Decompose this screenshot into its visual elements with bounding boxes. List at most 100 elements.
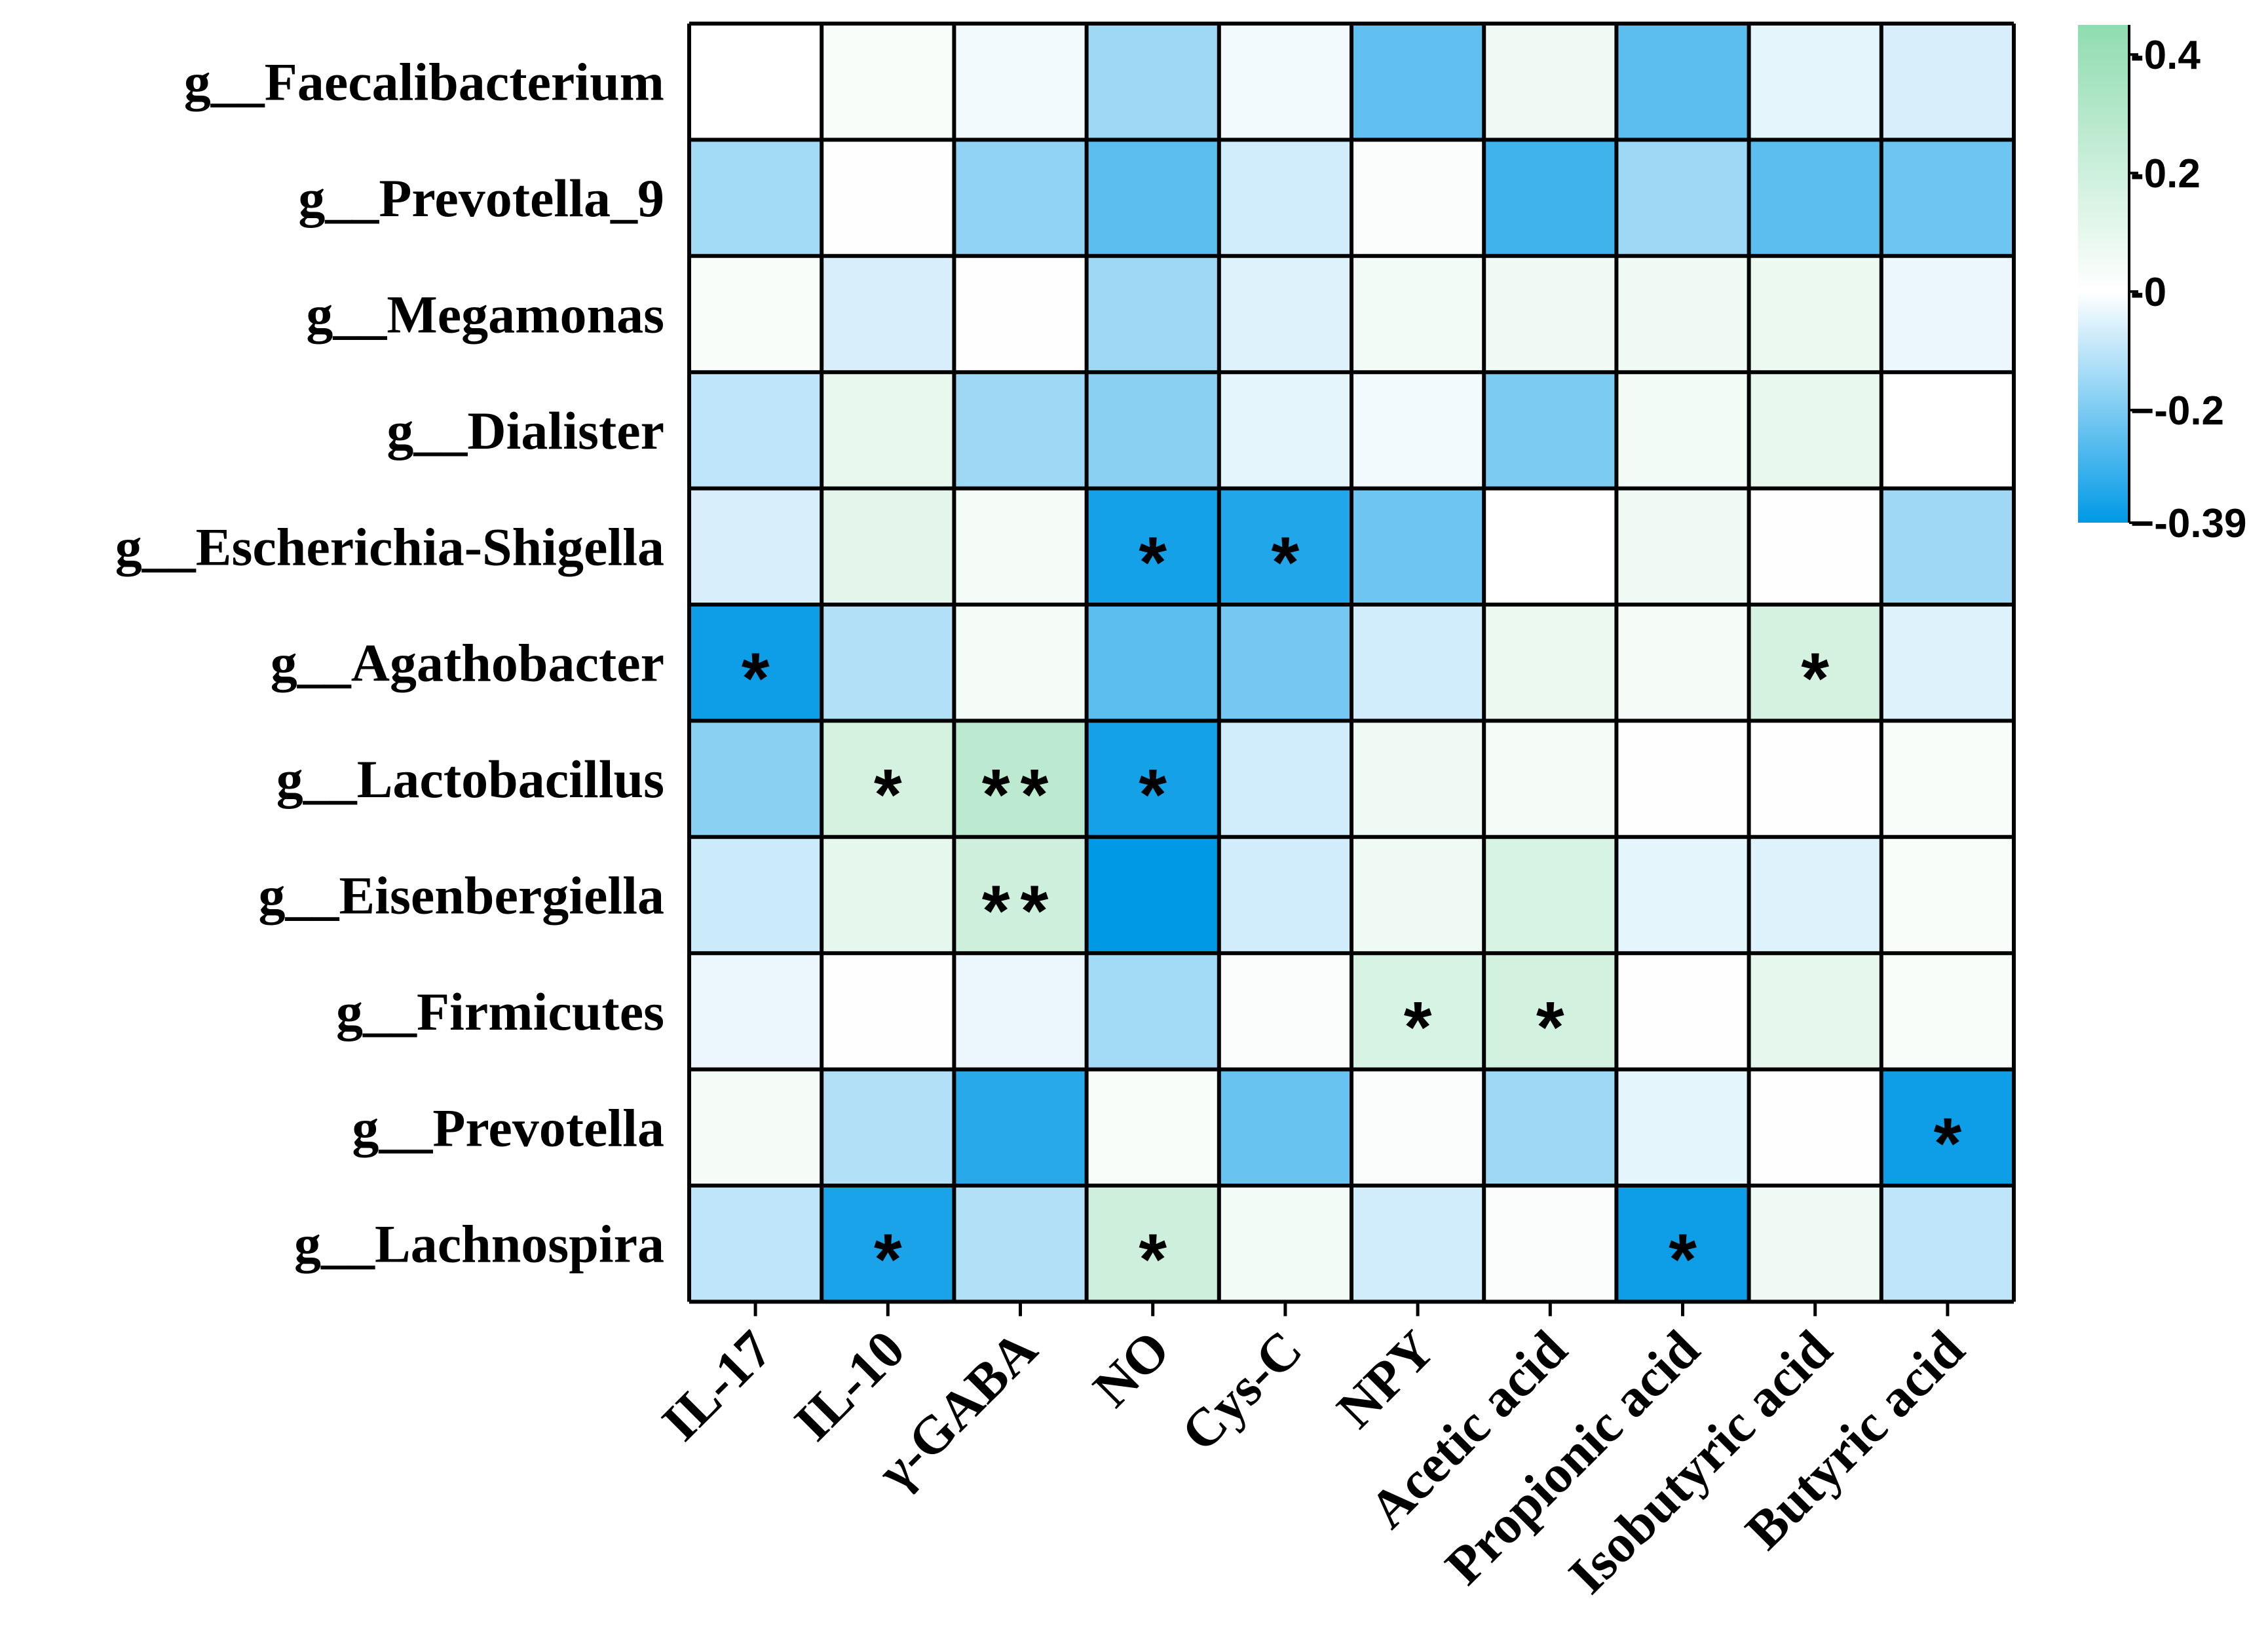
- heatmap-cell-r1-c0: [689, 140, 822, 256]
- heatmap-cell-r9-c4: [1219, 1069, 1351, 1186]
- heatmap-cell-r0-c2: [954, 24, 1087, 140]
- heatmap-cell-r3-c9: [1881, 372, 2014, 489]
- row-label: g__Lachnospira: [294, 1214, 664, 1274]
- heatmap-cell-r2-c5: [1351, 255, 1484, 373]
- significance-mark-r6-c3: *: [1139, 755, 1167, 835]
- heatmap-cell-r1-c8: [1748, 140, 1881, 256]
- heatmap-cell-r1-c9: [1881, 140, 2014, 256]
- significance-mark-r6-c2: **: [982, 755, 1059, 835]
- heatmap-cell-r8-c4: [1219, 953, 1351, 1070]
- heatmap-cell-r10-c0: [689, 1186, 822, 1302]
- heatmap-cell-r8-c9: [1881, 953, 2014, 1070]
- heatmap-cell-r7-c5: [1351, 836, 1484, 954]
- column-ticks: [753, 1302, 1950, 1317]
- significance-marks: * ** ** ** **** *** * *: [742, 522, 1962, 1300]
- heatmap-cell-r5-c9: [1881, 605, 2014, 721]
- heatmap-cell-r9-c9: [1881, 1069, 2014, 1186]
- heatmap-cell-r5-c6: [1484, 605, 1617, 721]
- heatmap-cell-r4-c5: [1351, 488, 1484, 605]
- heatmap-cell-r6-c9: [1881, 721, 2014, 837]
- heatmap-cell-r7-c8: [1748, 836, 1881, 954]
- heatmap-cell-r0-c6: [1484, 24, 1617, 140]
- heatmap-cell-r4-c9: [1881, 488, 2014, 605]
- heatmap-cell-r9-c2: [954, 1069, 1087, 1186]
- heatmap-cell-r2-c9: [1881, 255, 2014, 373]
- heatmap-cell-r4-c0: [689, 488, 822, 605]
- significance-mark-r10-c7: *: [1669, 1220, 1697, 1300]
- column-label: NO: [1082, 1319, 1181, 1418]
- heatmap-cell-r4-c4: [1219, 488, 1351, 605]
- heatmap-cell-r1-c6: [1484, 140, 1617, 256]
- heatmap-cell-r8-c7: [1616, 953, 1749, 1070]
- heatmap-cell-r4-c1: [822, 488, 954, 605]
- heatmap-cell-r5-c1: [822, 605, 954, 721]
- row-label: g__Agathobacter: [271, 633, 664, 693]
- significance-mark-r10-c1: *: [874, 1220, 902, 1300]
- heatmap-cell-r5-c0: [689, 605, 822, 721]
- heatmap-cell-r6-c1: [822, 721, 954, 837]
- heatmap-cell-r1-c4: [1219, 140, 1351, 256]
- heatmap-cell-r6-c3: [1086, 721, 1219, 837]
- heatmap-cell-r6-c2: [954, 721, 1087, 837]
- heatmap-cell-r7-c0: [689, 836, 822, 954]
- colorbar-tick-label: −-0.2: [2130, 388, 2224, 434]
- heatmap-cell-r10-c7: [1616, 1186, 1749, 1302]
- heatmap-cell-r0-c0: [689, 24, 822, 140]
- heatmap-cell-r4-c3: [1086, 488, 1219, 605]
- heatmap-cell-r3-c0: [689, 372, 822, 489]
- heatmap-cell-r1-c3: [1086, 140, 1219, 256]
- colorbar-tick-label: -0.2: [2130, 151, 2201, 197]
- heatmap-cell-r10-c2: [954, 1186, 1087, 1302]
- heatmap-cell-r10-c3: [1086, 1186, 1219, 1302]
- heatmap-cell-r0-c3: [1086, 24, 1219, 140]
- heatmap-cell-r5-c7: [1616, 605, 1749, 721]
- heatmap-cell-r8-c5: [1351, 953, 1484, 1070]
- heatmap-cell-r0-c4: [1219, 24, 1351, 140]
- heatmap-cell-r0-c5: [1351, 24, 1484, 140]
- heatmap-cell-r2-c8: [1748, 255, 1881, 373]
- significance-mark-r8-c6: *: [1536, 987, 1564, 1068]
- row-labels: g__Faecalibacterium g__Prevotella_9 g__Meg…: [115, 52, 664, 1274]
- heatmap-cell-r1-c1: [822, 140, 954, 256]
- heatmap-cell-r0-c1: [822, 24, 954, 140]
- heatmap-cells: [689, 24, 2014, 1302]
- heatmap-cell-r1-c7: [1616, 140, 1749, 256]
- row-label: g__Eisenbergiella: [258, 866, 664, 926]
- colorbar-tick-label: −-0.39: [2130, 501, 2247, 546]
- heatmap-cell-r1-c2: [954, 140, 1087, 256]
- heatmap-cell-r4-c6: [1484, 488, 1617, 605]
- heatmap-cell-r3-c8: [1748, 372, 1881, 489]
- row-label: g__Prevotella_9: [298, 168, 664, 228]
- significance-mark-r8-c5: *: [1404, 987, 1432, 1068]
- heatmap-cell-r2-c3: [1086, 255, 1219, 373]
- heatmap-cell-r3-c6: [1484, 372, 1617, 489]
- heatmap-cell-r9-c8: [1748, 1069, 1881, 1186]
- heatmap-grid: [687, 22, 2016, 1304]
- row-label: g__Megamonas: [306, 285, 664, 345]
- heatmap-cell-r6-c6: [1484, 721, 1617, 837]
- heatmap-cell-r0-c7: [1616, 24, 1749, 140]
- heatmap-cell-r9-c7: [1616, 1069, 1749, 1186]
- heatmap-cell-r7-c9: [1881, 836, 2014, 954]
- colorbar: -0.4 -0.2 -0 −-0.2 −-0.39: [2078, 25, 2247, 546]
- heatmap-cell-r7-c2: [954, 836, 1087, 954]
- heatmap-cell-r5-c5: [1351, 605, 1484, 721]
- heatmap-cell-r10-c5: [1351, 1186, 1484, 1302]
- heatmap-cell-r2-c1: [822, 255, 954, 373]
- significance-mark-r6-c1: *: [874, 755, 902, 835]
- heatmap-cell-r2-c6: [1484, 255, 1617, 373]
- heatmap-cell-r10-c8: [1748, 1186, 1881, 1302]
- heatmap-cell-r6-c8: [1748, 721, 1881, 837]
- heatmap-cell-r9-c6: [1484, 1069, 1617, 1186]
- heatmap-cell-r0-c8: [1748, 24, 1881, 140]
- heatmap-cell-r1-c5: [1351, 140, 1484, 256]
- heatmap-cell-r10-c9: [1881, 1186, 2014, 1302]
- heatmap-cell-r7-c3: [1086, 836, 1219, 954]
- row-label: g__Lactobacillus: [276, 749, 664, 809]
- heatmap-cell-r8-c6: [1484, 953, 1617, 1070]
- heatmap-cell-r3-c1: [822, 372, 954, 489]
- heatmap-cell-r2-c7: [1616, 255, 1749, 373]
- heatmap-cell-r3-c4: [1219, 372, 1351, 489]
- heatmap-cell-r8-c3: [1086, 953, 1219, 1070]
